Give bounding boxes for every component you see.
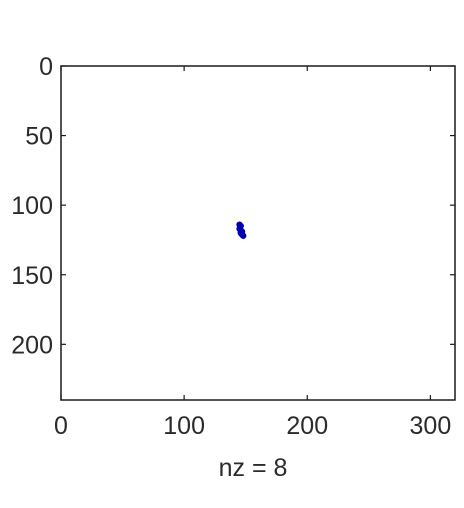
data-point [240,232,247,239]
data-points [236,221,247,239]
plot-area [60,65,456,401]
y-tick-label: 150 [11,262,53,290]
y-tick-label: 50 [25,123,53,151]
x-tick-label: 200 [286,412,328,440]
y-tick-label: 200 [11,331,53,359]
y-tick-label: 100 [11,192,53,220]
x-tick-label: 100 [163,412,205,440]
x-tick-label: 0 [54,412,68,440]
y-tick-label: 0 [39,53,53,81]
x-axis-label: nz = 8 [219,454,288,482]
x-tick-label: 300 [410,412,452,440]
axis-ticks: 0 100 200 300 0 50 100 150 200 [11,53,455,440]
